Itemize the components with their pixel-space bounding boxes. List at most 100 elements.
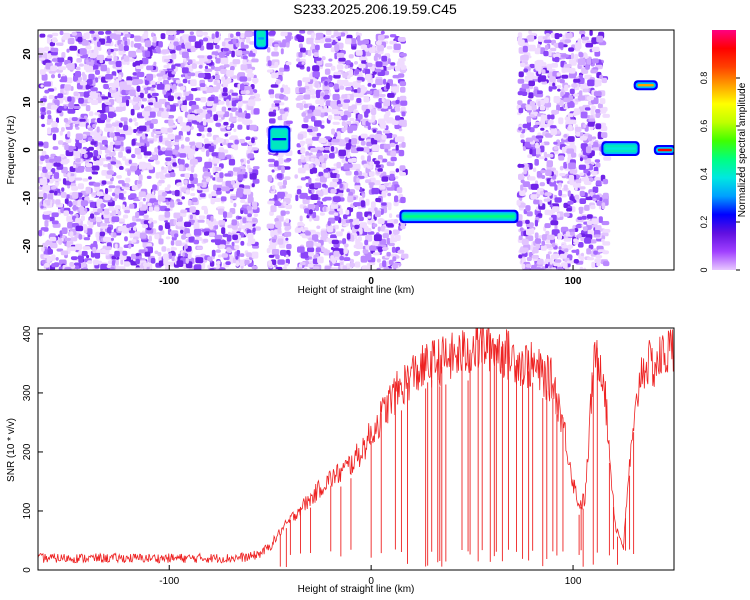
spectrogram-noise-cell (215, 31, 219, 38)
spectrogram-noise-cell (269, 94, 275, 99)
spectrogram-noise-cell (154, 250, 159, 255)
spectrogram-noise-cell (561, 54, 569, 58)
spectrogram-noise-cell (550, 125, 557, 129)
spectrogram-noise-cell (562, 262, 568, 269)
spectrogram-noise-cell (401, 141, 406, 148)
spectrogram-noise-cell (108, 206, 115, 211)
spectrogram-noise-cell (229, 112, 233, 119)
spectrogram-noise-cell (354, 68, 359, 75)
spectrogram-noise-cell (543, 50, 549, 57)
spectrogram-noise-cell (135, 267, 141, 270)
spectrogram-noise-cell (150, 87, 155, 91)
spectrogram-noise-cell (549, 204, 553, 208)
spectrogram-noise-cell (206, 219, 210, 225)
spectrogram-noise-cell (247, 145, 253, 150)
spectrogram-noise-cell (268, 31, 276, 36)
spectrogram-noise-cell (267, 175, 273, 182)
spectrogram-noise-cell (225, 212, 233, 218)
spectrogram-noise-cell (305, 151, 310, 157)
spectrogram-noise-cell (519, 40, 522, 47)
spectrogram-noise-cell (333, 250, 340, 257)
spectrogram-noise-cell (130, 40, 134, 48)
spectrogram-noise-cell (323, 168, 329, 173)
spectrogram-noise-cell (571, 83, 578, 88)
spectrogram-noise-cell (222, 82, 228, 88)
spectrogram-noise-cell (232, 234, 238, 240)
spectrogram-noise-cell (341, 228, 345, 232)
spectrogram-noise-cell (311, 167, 318, 174)
spectrogram-noise-cell (77, 36, 83, 43)
spectrogram-noise-cell (540, 124, 548, 128)
spectrogram-noise-cell (321, 248, 328, 253)
spectrogram-noise-cell (596, 35, 604, 43)
spectrogram-noise-cell (539, 75, 547, 82)
spectrogram-noise-cell (354, 233, 358, 240)
spectrogram-noise-cell (60, 192, 67, 198)
spectrogram-noise-cell (220, 196, 227, 202)
spectrogram-noise-cell (142, 133, 146, 140)
spectrogram-noise-cell (534, 121, 542, 125)
spectrogram-noise-cell (46, 117, 53, 123)
spectrogram-noise-cell (91, 192, 97, 196)
spectrogram-noise-cell (38, 185, 43, 190)
spectrogram-noise-cell (221, 106, 227, 112)
spectrogram-noise-cell (135, 218, 142, 222)
spectrogram-noise-cell (195, 142, 203, 148)
spectrogram-noise-cell (355, 50, 363, 56)
spectrogram-noise-cell (64, 198, 69, 204)
spectrogram-noise-cell (534, 219, 538, 227)
spectrogram-noise-cell (112, 51, 117, 57)
spectrogram-noise-cell (233, 128, 237, 133)
spectrogram-feature-core (403, 215, 515, 218)
spectrogram-noise-cell (347, 269, 352, 270)
spectrogram-noise-cell (122, 227, 129, 234)
spectrogram-noise-cell (356, 211, 363, 219)
spectrogram-noise-cell (545, 169, 552, 176)
spectrogram-noise-cell (385, 223, 394, 227)
spectrogram-noise-cell (177, 221, 185, 227)
spectrogram-noise-cell (187, 152, 194, 159)
spectrogram-noise-cell (376, 267, 381, 270)
spectrogram-noise-cell (79, 118, 86, 122)
spectrogram-noise-cell (198, 64, 203, 69)
spectrogram-noise-cell (315, 32, 324, 39)
spectrogram-noise-cell (354, 170, 359, 176)
spectrogram-noise-cell (276, 173, 283, 179)
spectrogram-noise-cell (38, 57, 46, 61)
spectrogram-noise-cell (134, 35, 141, 42)
spectrogram-noise-cell (199, 56, 205, 64)
spectrogram-noise-cell (149, 123, 154, 129)
spectrogram-noise-cell (188, 35, 196, 42)
spectrogram-noise-cell (300, 177, 306, 181)
spectrogram-noise-cell (601, 202, 606, 210)
spectrogram-noise-cell (111, 192, 116, 197)
spectrogram-noise-cell (80, 200, 88, 207)
spectrogram-noise-cell (252, 78, 259, 83)
spectrogram-noise-cell (540, 245, 547, 251)
spectrogram-noise-cell (335, 231, 343, 237)
spectrogram-noise-cell (357, 87, 361, 94)
spectrogram-noise-cell (73, 91, 79, 97)
spectrogram-noise-cell (197, 124, 201, 129)
spectrogram-noise-cell (247, 238, 256, 245)
spectrogram-noise-cell (232, 167, 241, 172)
spectrogram-noise-cell (208, 232, 216, 237)
spectrogram-noise-cell (142, 197, 146, 202)
spectrogram-noise-cell (183, 58, 187, 62)
spectrogram-noise-cell (138, 201, 142, 208)
spectrogram-noise-cell (203, 228, 211, 232)
spectrogram-noise-cell (334, 169, 339, 174)
spectrogram-noise-cell (185, 258, 189, 264)
spectrogram-noise-cell (236, 188, 244, 193)
spectrogram-noise-cell (395, 115, 401, 121)
spectrogram-noise-cell (196, 133, 202, 137)
spectrogram-noise-cell (55, 117, 59, 124)
spectrogram-noise-cell (134, 60, 141, 67)
spectrogram-noise-cell (79, 48, 87, 55)
spectrogram-noise-cell (392, 74, 400, 79)
spectrogram-noise-cell (138, 60, 143, 65)
spectrogram-noise-cell (328, 58, 333, 62)
spectrogram-noise-cell (240, 83, 245, 91)
spectrogram-noise-cell (313, 52, 319, 57)
spectrogram-noise-cell (201, 181, 207, 188)
